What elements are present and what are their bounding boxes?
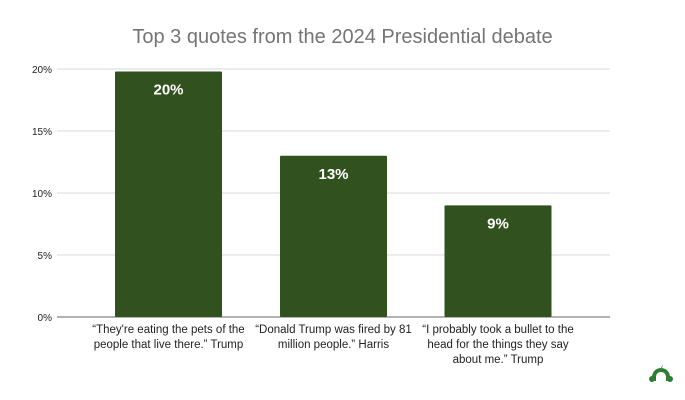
- data-label: 20%: [153, 81, 183, 98]
- x-category-label: “Donald Trump was fired by 81 million pe…: [255, 324, 412, 351]
- bar: [444, 205, 552, 317]
- x-category-label: “I probably took a bullet to the head fo…: [422, 324, 574, 366]
- x-category-label: “They're eating the pets of the people t…: [92, 324, 245, 351]
- data-label: 9%: [487, 215, 509, 232]
- y-tick-label: 15%: [32, 127, 52, 138]
- y-tick-label: 10%: [32, 189, 52, 200]
- y-tick-label: 0%: [38, 313, 53, 324]
- y-tick-label: 20%: [32, 65, 52, 76]
- y-tick-label: 5%: [38, 251, 53, 262]
- bar: [280, 155, 387, 317]
- surveymonkey-logo-icon: [649, 364, 673, 382]
- bar: [115, 71, 222, 317]
- chart-title: Top 3 quotes from the 2024 Presidential …: [132, 26, 553, 48]
- data-label: 13%: [318, 166, 348, 183]
